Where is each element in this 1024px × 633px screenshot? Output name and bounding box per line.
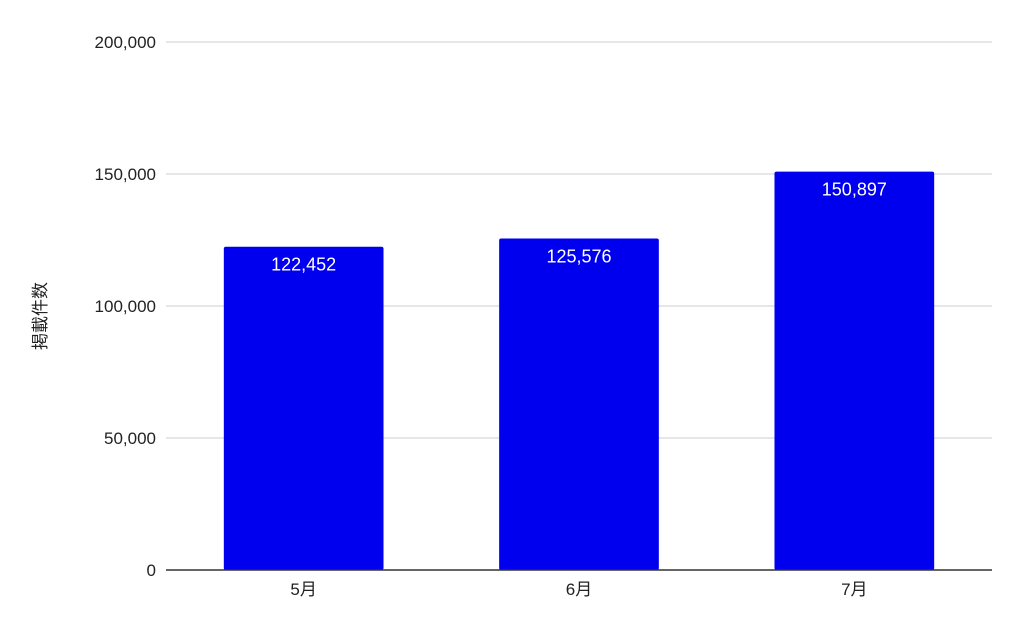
bar xyxy=(774,171,935,570)
y-axis-title: 掲載件数 xyxy=(31,282,51,350)
x-axis-ticks: 5月 6月 7月 xyxy=(290,580,867,599)
bar-value-label: 125,576 xyxy=(546,246,611,266)
y-tick-label: 200,000 xyxy=(95,33,156,52)
x-tick-label: 6月 xyxy=(566,580,592,599)
y-tick-label: 50,000 xyxy=(104,429,156,448)
y-axis-ticks: 0 50,000 100,000 150,000 200,000 xyxy=(95,33,156,580)
y-tick-label: 150,000 xyxy=(95,165,156,184)
data-labels: 122,452 125,576 150,897 xyxy=(271,180,887,275)
bar xyxy=(223,246,384,570)
bar-value-label: 150,897 xyxy=(822,180,887,200)
x-tick-label: 5月 xyxy=(290,580,316,599)
x-tick-label: 7月 xyxy=(841,580,867,599)
bar xyxy=(499,238,659,570)
bar-value-label: 122,452 xyxy=(271,255,336,275)
y-tick-label: 100,000 xyxy=(95,297,156,316)
y-tick-label: 0 xyxy=(147,561,156,580)
bars xyxy=(223,171,935,570)
